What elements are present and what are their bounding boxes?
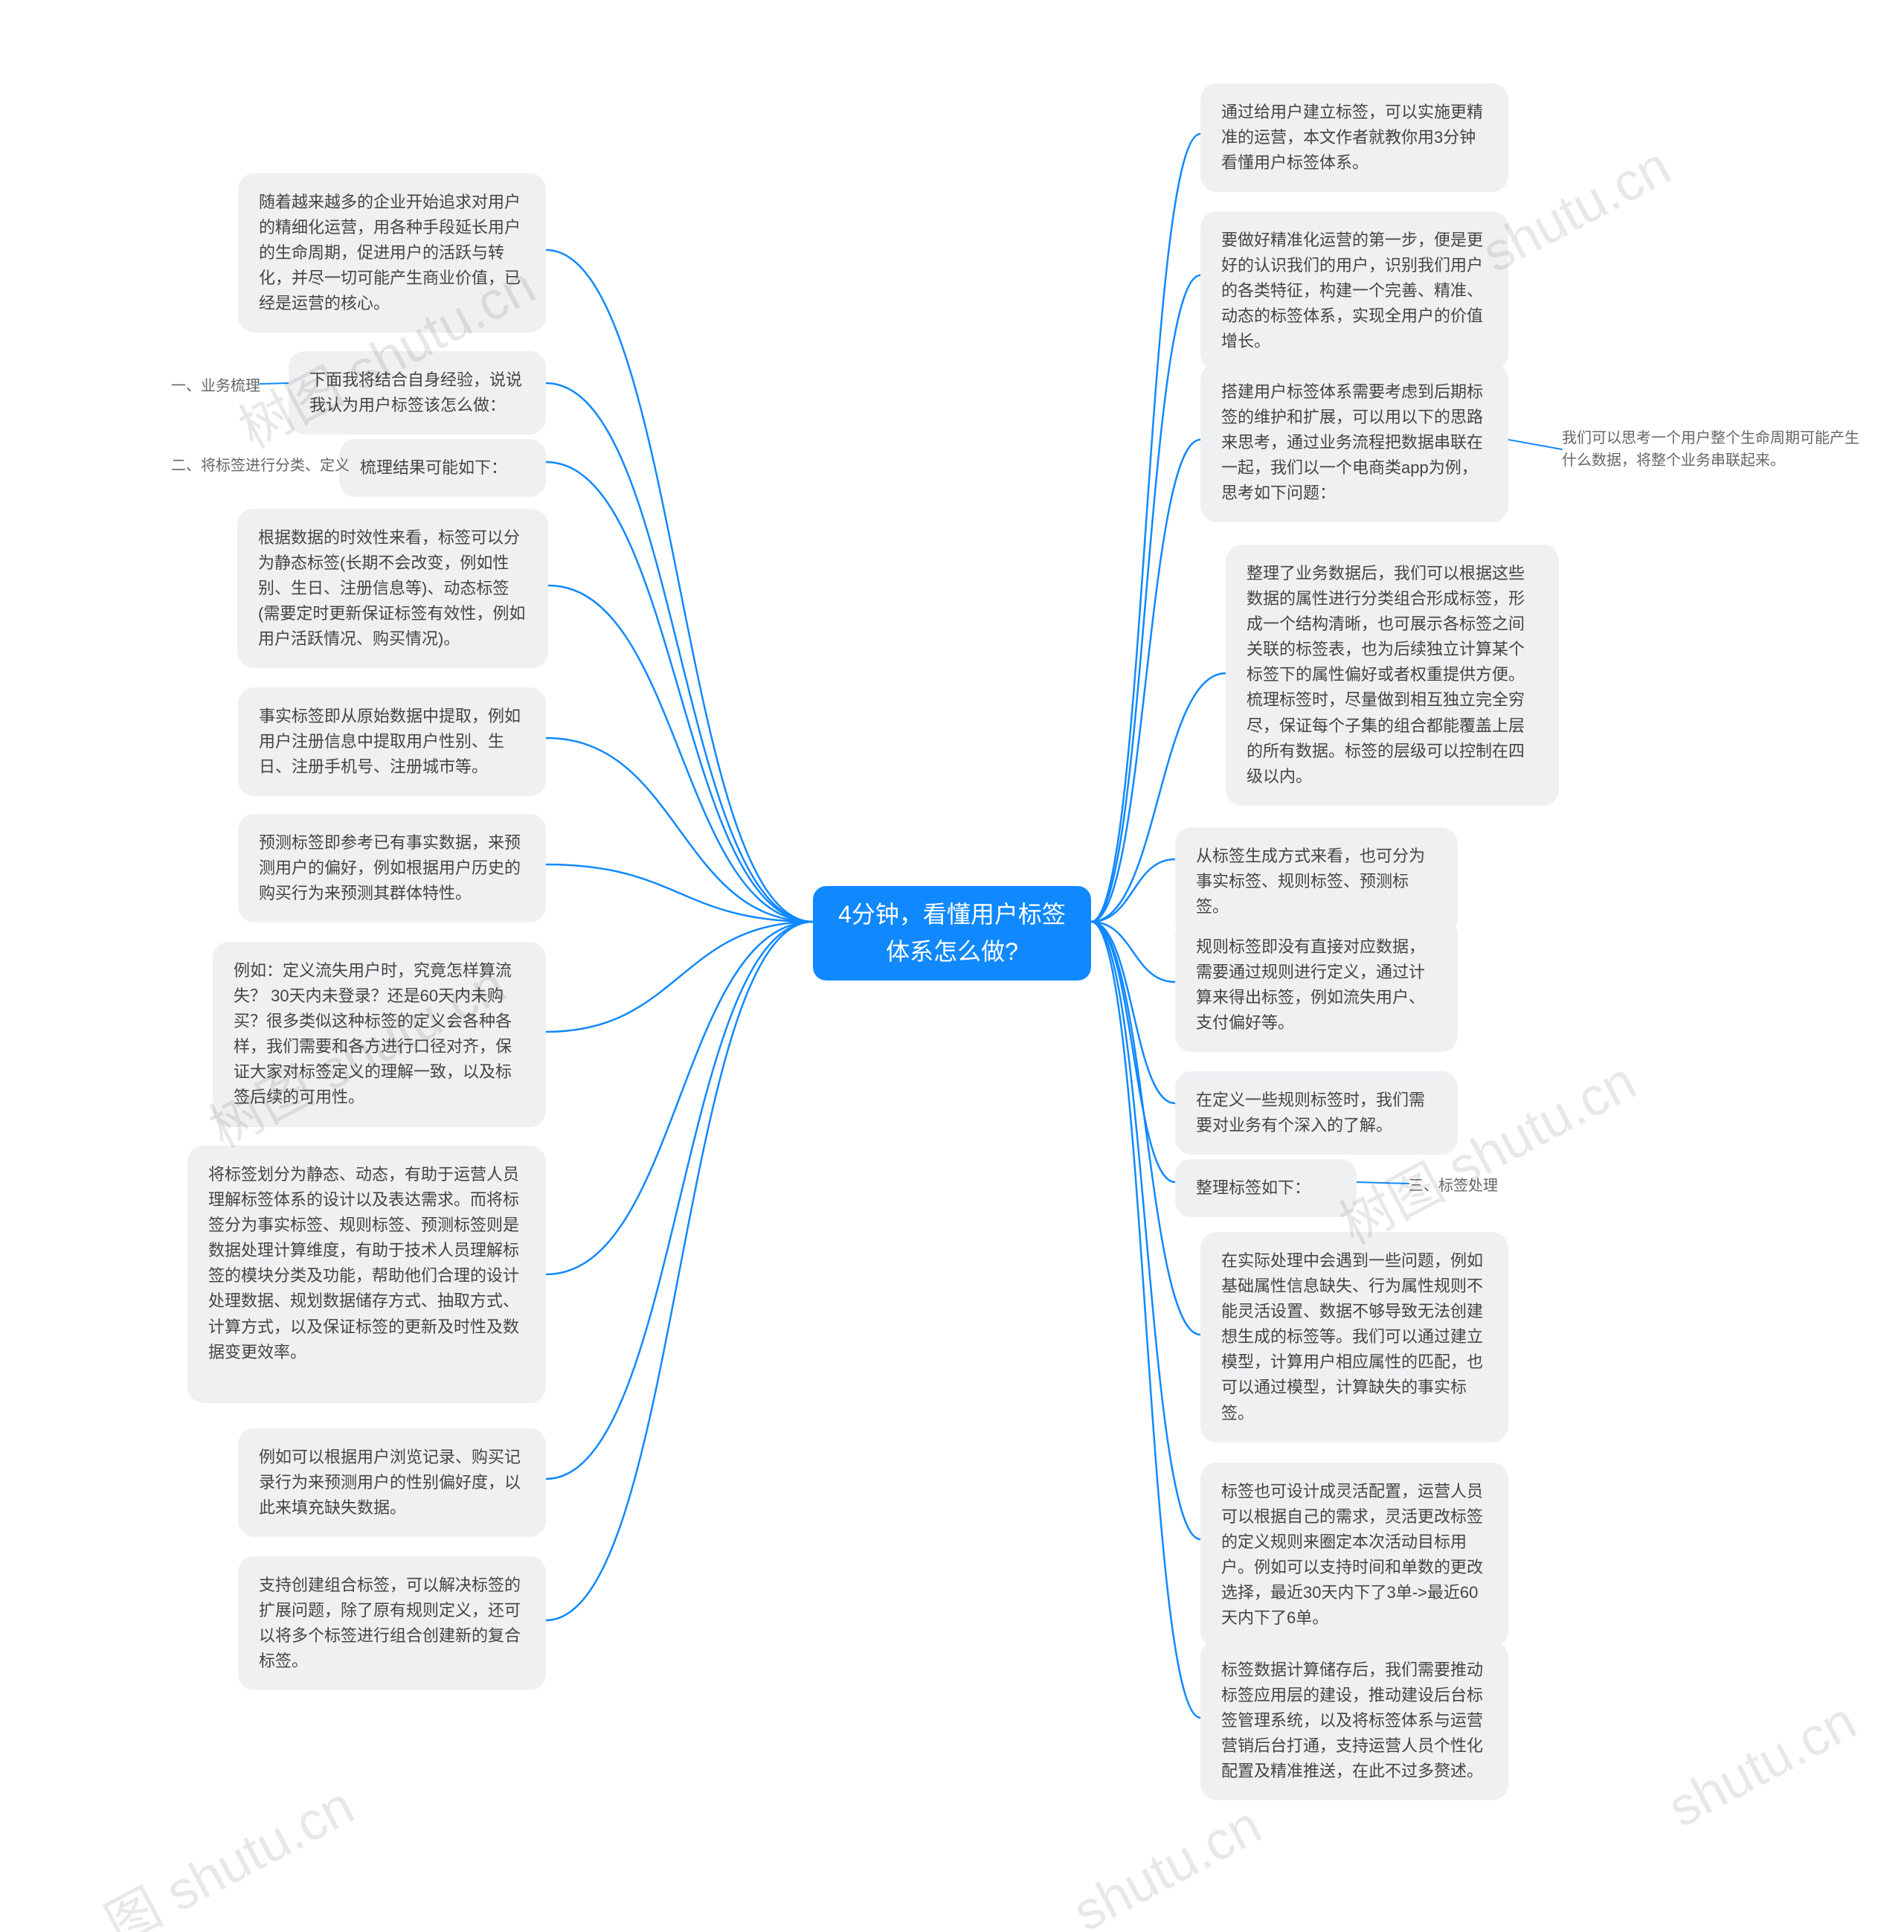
- mindmap-node[interactable]: 例如可以根据用户浏览记录、购买记录行为来预测用户的性别偏好度，以此来填充缺失数据…: [238, 1428, 546, 1537]
- mindmap-node[interactable]: 标签数据计算储存后，我们需要推动标签应用层的建设，推动建设后台标签管理系统，以及…: [1200, 1641, 1508, 1800]
- watermark: shutu.cn: [1659, 1690, 1866, 1839]
- watermark: shutu.cn: [1064, 1794, 1271, 1932]
- mindmap-node[interactable]: 在实际处理中会遇到一些问题，例如基础属性信息缺失、行为属性规则不能灵活设置、数据…: [1200, 1232, 1508, 1442]
- annotation-label: 我们可以思考一个用户整个生命周期可能产生什么数据，将整个业务串联起来。: [1562, 427, 1867, 472]
- center-node[interactable]: 4分钟，看懂用户标签体系怎么做?: [813, 886, 1091, 981]
- mindmap-node[interactable]: 在定义一些规则标签时，我们需要对业务有个深入的了解。: [1175, 1071, 1458, 1155]
- mindmap-node[interactable]: 事实标签即从原始数据中提取，例如用户注册信息中提取用户性别、生日、注册手机号、注…: [238, 687, 546, 796]
- mindmap-node[interactable]: 规则标签即没有直接对应数据，需要通过规则进行定义，通过计算来得出标签，例如流失用…: [1175, 918, 1458, 1052]
- mindmap-node[interactable]: 将标签划分为静态、动态，有助于运营人员理解标签体系的设计以及表达需求。而将标签分…: [187, 1146, 546, 1403]
- mindmap-node[interactable]: 通过给用户建立标签，可以实施更精准的运营，本文作者就教你用3分钟看懂用户标签体系…: [1200, 83, 1508, 192]
- mindmap-node[interactable]: 根据数据的时效性来看，标签可以分为静态标签(长期不会改变，例如性别、生日、注册信…: [237, 509, 548, 668]
- mindmap-node[interactable]: 预测标签即参考已有事实数据，来预测用户的偏好，例如根据用户历史的购买行为来预测其…: [238, 814, 546, 922]
- mindmap-canvas: 4分钟，看懂用户标签体系怎么做? 随着越来越多的企业开始追求对用户的精细化运营，用…: [0, 0, 1904, 1932]
- mindmap-node[interactable]: 梳理结果可能如下：: [339, 439, 546, 497]
- mindmap-node[interactable]: 例如：定义流失用户时，究竟怎样算流失？ 30天内未登录？还是60天内未购买？很多…: [213, 942, 546, 1127]
- annotation-label: 一、业务梳理: [171, 373, 260, 395]
- annotation-label: 三、标签处理: [1409, 1173, 1498, 1195]
- mindmap-node[interactable]: 下面我将结合自身经验，说说我认为用户标签该怎么做：: [289, 351, 546, 434]
- mindmap-node[interactable]: 整理了业务数据后，我们可以根据这些数据的属性进行分类组合形成标签，形成一个结构清…: [1226, 545, 1559, 806]
- mindmap-node[interactable]: 随着越来越多的企业开始追求对用户的精细化运营，用各种手段延长用户的生命周期，促进…: [238, 173, 546, 333]
- mindmap-node[interactable]: 整理标签如下：: [1175, 1159, 1357, 1217]
- mindmap-node[interactable]: 要做好精准化运营的第一步，便是更好的认识我们的用户，识别我们用户的各类特征，构建…: [1200, 211, 1508, 370]
- watermark: 图 shutu.cn: [89, 1762, 365, 1932]
- mindmap-node[interactable]: 标签也可设计成灵活配置，运营人员可以根据自己的需求，灵活更改标签的定义规则来圈定…: [1200, 1463, 1508, 1648]
- annotation-label: 二、将标签进行分类、定义: [171, 453, 350, 475]
- mindmap-node[interactable]: 支持创建组合标签，可以解决标签的扩展问题，除了原有规则定义，还可以将多个标签进行…: [238, 1556, 546, 1690]
- mindmap-node[interactable]: 搭建用户标签体系需要考虑到后期标签的维护和扩展，可以用以下的思路来思考，通过业务…: [1200, 363, 1508, 522]
